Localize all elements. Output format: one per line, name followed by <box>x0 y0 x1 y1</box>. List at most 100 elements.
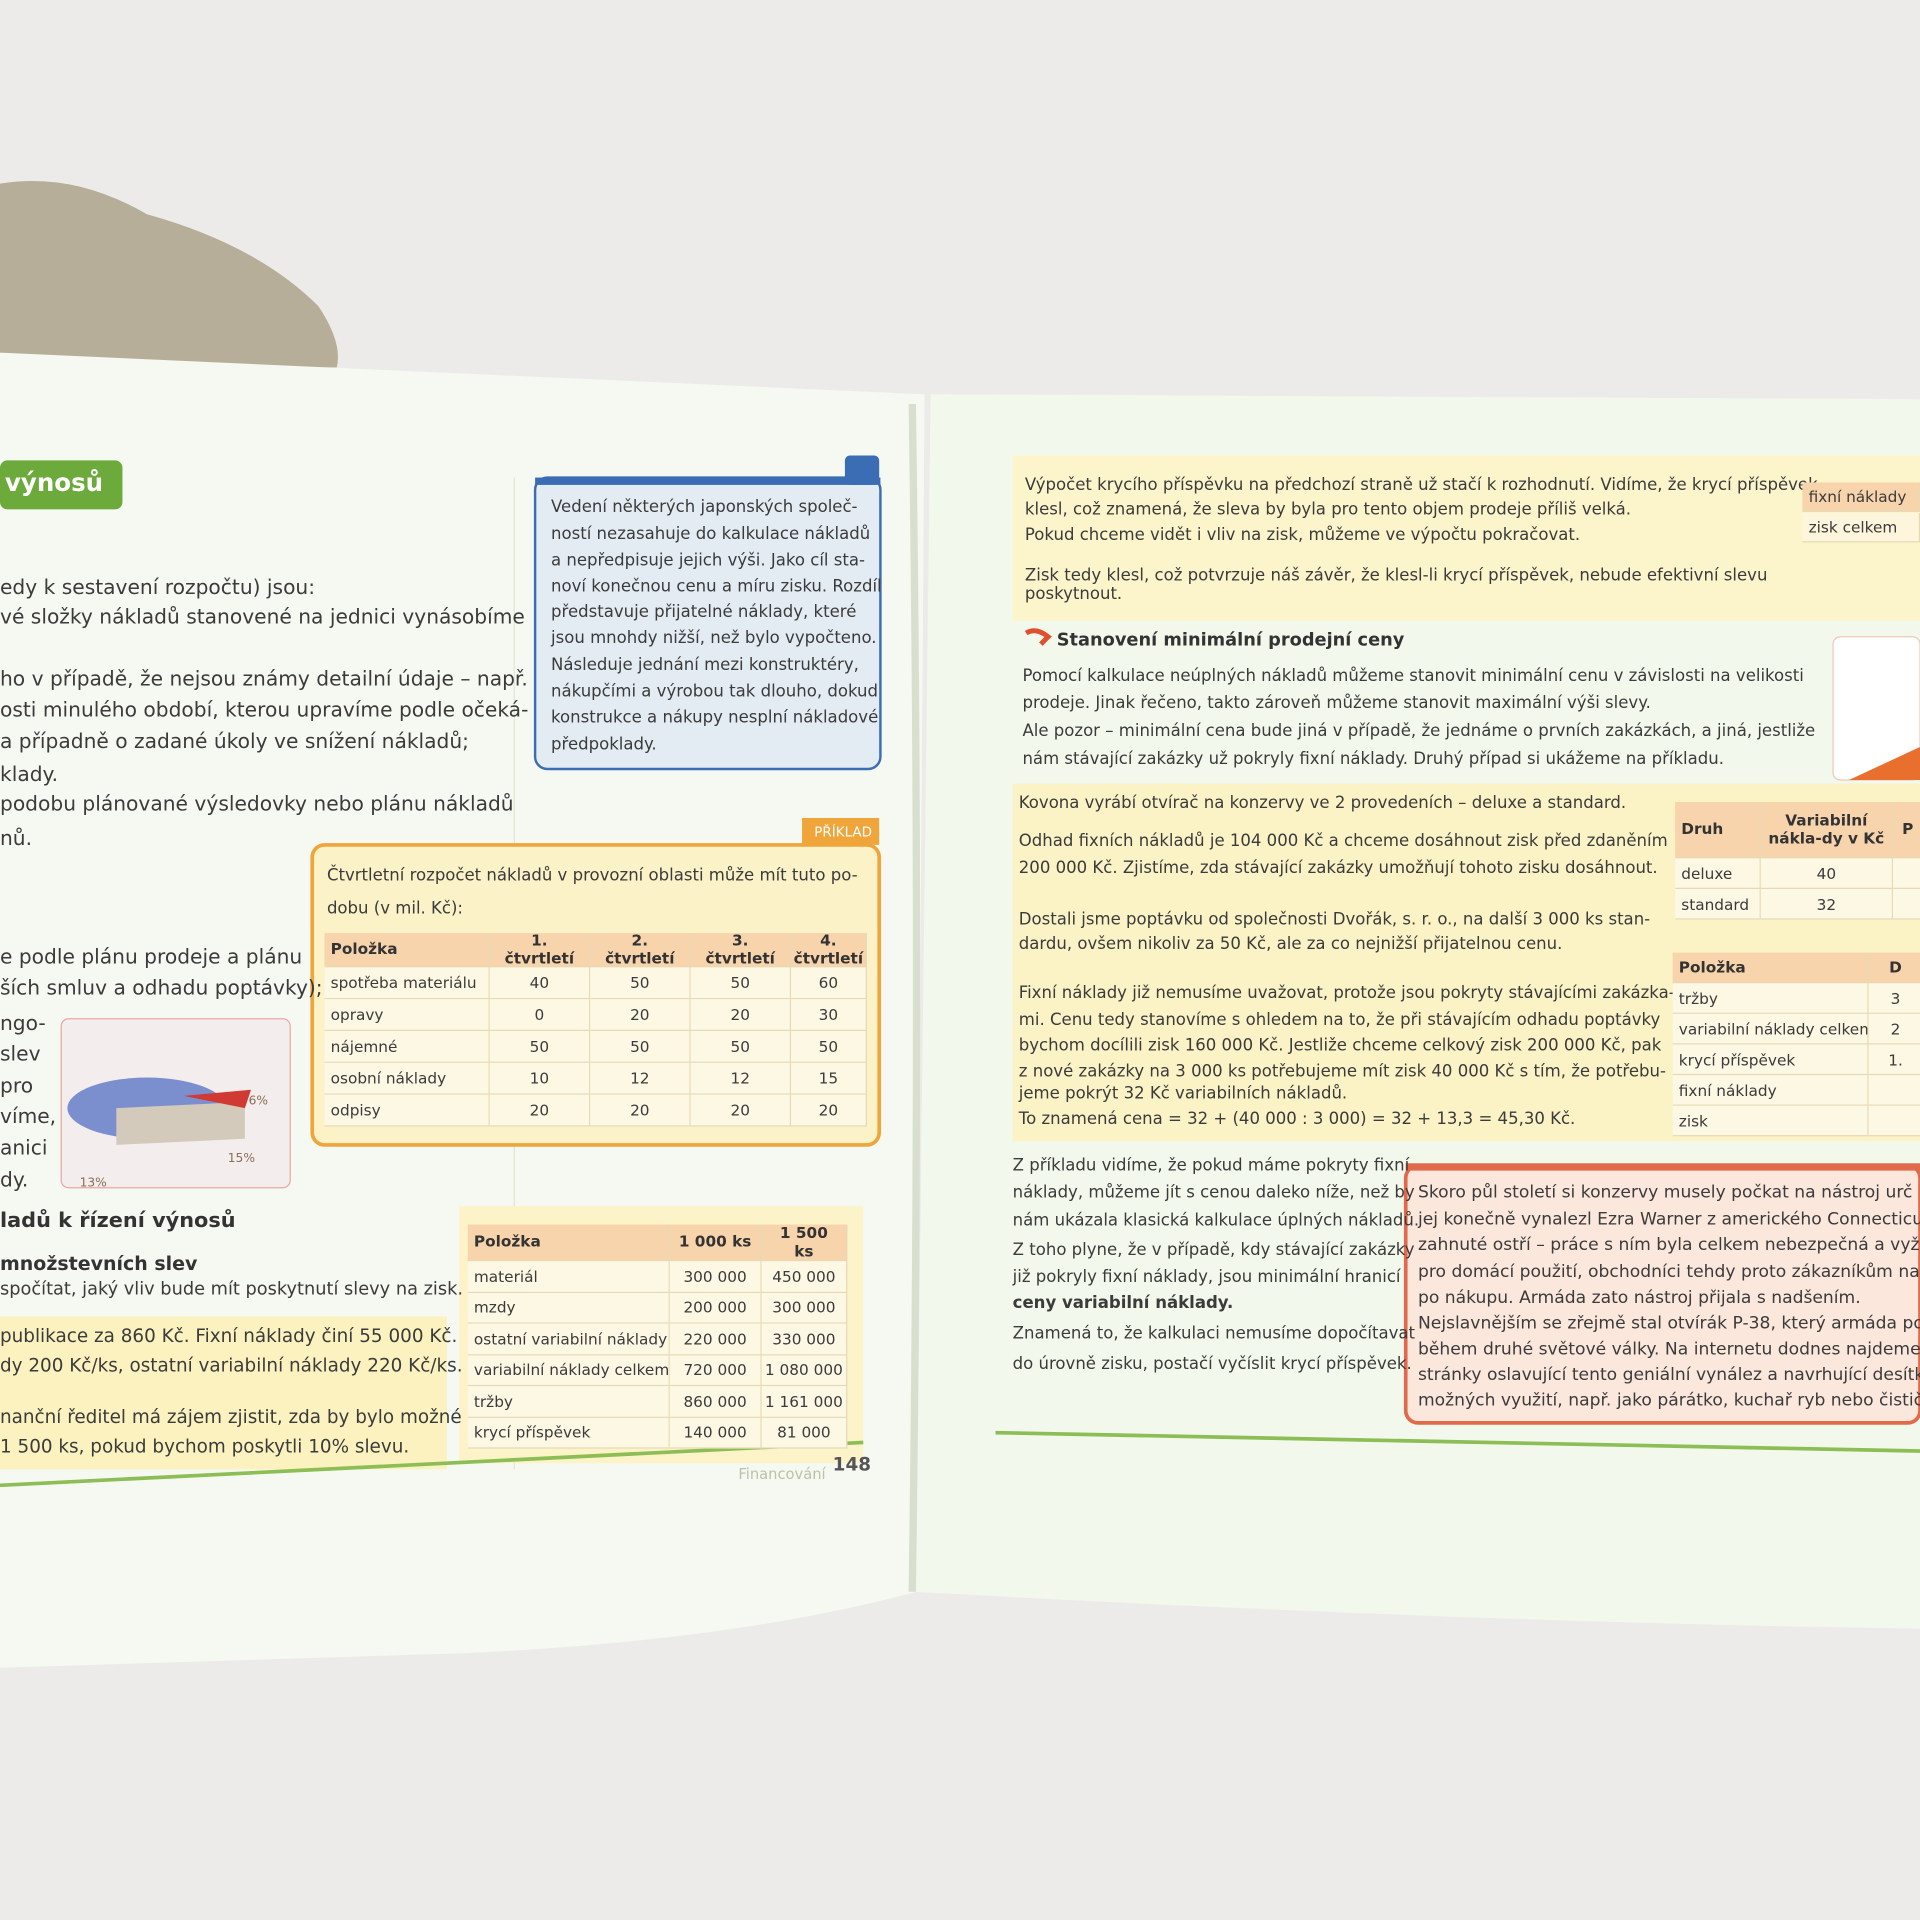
text: Zisk tedy klesl, což potvrzuje náš závěr… <box>1024 565 1768 586</box>
table-cell: 40 <box>489 967 591 1000</box>
text: předpoklady. <box>551 734 657 755</box>
table-cell: 60 <box>791 967 867 1000</box>
text: 15% <box>227 1151 255 1166</box>
table-cell: 2 <box>1868 1013 1920 1045</box>
text: Znamená to, že kalkulaci nemusíme dopočí… <box>1012 1323 1416 1344</box>
text: ho v případě, že nejsou známy detailní ú… <box>0 667 528 691</box>
table-header: Položka <box>467 1224 670 1262</box>
text: jej konečně vynalezl Ezra Warner z ameri… <box>1417 1209 1920 1230</box>
table-header: P <box>1893 802 1920 859</box>
text: klady. <box>0 763 59 787</box>
text: ceny variabilní náklady. <box>1012 1293 1234 1313</box>
table-cell: 50 <box>590 1031 691 1063</box>
table-cell: 12 <box>690 1062 792 1095</box>
table-cell: 30 <box>791 999 867 1032</box>
table-cell: tržby <box>1672 983 1869 1014</box>
table-cell: 50 <box>590 967 691 1000</box>
table-cell: zisk <box>1672 1105 1869 1137</box>
text: spočítat, jaký vliv bude mít poskytnutí … <box>0 1279 464 1299</box>
table-cell: opravy <box>324 999 490 1032</box>
text: Z toho plyne, že v případě, kdy stávajíc… <box>1012 1240 1415 1261</box>
text: během druhé světové války. Na internetu … <box>1417 1339 1920 1360</box>
table-cell: 20 <box>590 999 691 1032</box>
table-cell: 300 000 <box>669 1261 762 1293</box>
table-header: 2. čtvrtletí <box>590 933 691 968</box>
text: zahnuté ostří – práce s ním byla celkem … <box>1417 1235 1920 1255</box>
table-cell: standard <box>1675 888 1761 920</box>
text: ností nezasahuje do kalkulace nákladů <box>551 524 871 544</box>
text: Fixní náklady již nemusíme uvažovat, pro… <box>1018 983 1675 1004</box>
table-cell: 0 <box>489 999 591 1032</box>
table-header: 1 000 ks <box>669 1224 762 1262</box>
text: z nové zakázky na 3 000 ks potřebujeme m… <box>1018 1061 1666 1082</box>
text: možných využití, např. jako párátko, kuc… <box>1417 1390 1920 1411</box>
page-rule <box>0 1440 864 1488</box>
table-cell <box>1868 1105 1920 1137</box>
text: ladů k řízení výnosů <box>0 1208 236 1233</box>
table-cell: 50 <box>690 1031 792 1063</box>
table-cell: variabilní náklady celkem <box>1672 1013 1869 1045</box>
table-cell: 330 000 <box>761 1323 848 1355</box>
text: podobu plánované výsledovky nebo plánu n… <box>0 792 514 816</box>
text: nám ukázala klasická kalkulace úplných n… <box>1012 1211 1420 1231</box>
text: dardu, ovšem nikoliv za 50 Kč, ale za co… <box>1018 934 1563 955</box>
table-cell: 140 000 <box>669 1417 762 1449</box>
text: náklady, můžeme jít s cenou daleko níže,… <box>1012 1183 1415 1203</box>
text: noví konečnou cenu a míru zisku. Rozdíl <box>551 577 882 597</box>
text: poskytnout. <box>1024 584 1123 604</box>
text: nů. <box>0 826 33 851</box>
table-cell: krycí příspěvek <box>467 1417 670 1449</box>
text: osti minulého období, kterou upravíme po… <box>0 698 529 722</box>
text: dy 200 Kč/ks, ostatní variabilní náklady… <box>0 1354 463 1377</box>
text: ngo- <box>0 1011 46 1036</box>
note-icon <box>844 455 880 485</box>
text: ších smluv a odhadu poptávky); <box>0 976 323 1000</box>
table-cell: 10 <box>489 1062 591 1095</box>
text: dobu (v mil. Kč): <box>326 899 464 919</box>
text: Následuje jednání mezi konstruktéry, <box>551 655 859 675</box>
table-header: Variabilní nákla-dy v Kč <box>1760 802 1894 859</box>
table-header: 4. čtvrtletí <box>791 933 867 968</box>
text: 200 000 Kč. Zjistíme, zda stávající zaká… <box>1018 858 1658 879</box>
table-header: D <box>1868 952 1920 984</box>
table-cell: krycí příspěvek <box>1672 1044 1869 1076</box>
text: Pomocí kalkulace neúplných nákladů můžem… <box>1022 666 1804 686</box>
pie-slice <box>116 1102 245 1145</box>
text: po nákupu. Armáda zato nástroj přijala s… <box>1417 1288 1861 1308</box>
table-header: 3. čtvrtletí <box>690 933 792 968</box>
table-cell <box>1893 888 1920 920</box>
text: mi. Cenu tedy stanovíme s ohledem na to,… <box>1018 1010 1661 1031</box>
text: pro domácí použití, obchodníci tehdy pro… <box>1417 1262 1920 1282</box>
text: Ale pozor – minimální cena bude jiná v p… <box>1022 721 1816 742</box>
table-cell: 81 000 <box>761 1417 848 1449</box>
table-header: Položka <box>324 933 490 968</box>
example-tag <box>802 817 880 845</box>
table-header: Položka <box>1672 952 1869 984</box>
text: stránky oslavující tento geniální vynále… <box>1417 1365 1920 1385</box>
table-cell: 860 000 <box>669 1386 762 1418</box>
text: Čtvrtletní rozpočet nákladů v provozní o… <box>326 865 858 886</box>
table-cell: ostatní variabilní náklady <box>467 1323 670 1355</box>
text: množstevních slev <box>0 1252 198 1275</box>
table-cell <box>1868 1075 1920 1106</box>
text: jeme pokrýt 32 Kč variabilních nákladů. <box>1018 1083 1348 1104</box>
highlight <box>0 1316 447 1470</box>
table-cell: 15 <box>791 1062 867 1095</box>
text: anici <box>0 1136 48 1160</box>
table-cell: 20 <box>690 1094 792 1127</box>
table-cell: 1. <box>1868 1044 1920 1076</box>
table-cell: nájemné <box>324 1031 490 1063</box>
page-rule <box>995 1430 1920 1453</box>
text: Financování <box>738 1465 826 1484</box>
table-header: 1 500 ks <box>761 1224 848 1262</box>
text: jsou mnohdy nižší, než bylo vypočteno. <box>551 628 877 649</box>
text: PŘÍKLAD <box>814 823 872 840</box>
table-cell <box>1893 858 1920 889</box>
table-cell: 50 <box>690 967 792 1000</box>
knit-fabric <box>0 180 338 368</box>
table-cell: 1 080 000 <box>761 1354 848 1387</box>
top-box <box>1012 455 1920 621</box>
table-cell: 200 000 <box>669 1292 762 1324</box>
text: nanční ředitel má zájem zjistit, zda by … <box>0 1406 462 1429</box>
table-cell: osobní náklady <box>324 1062 490 1095</box>
